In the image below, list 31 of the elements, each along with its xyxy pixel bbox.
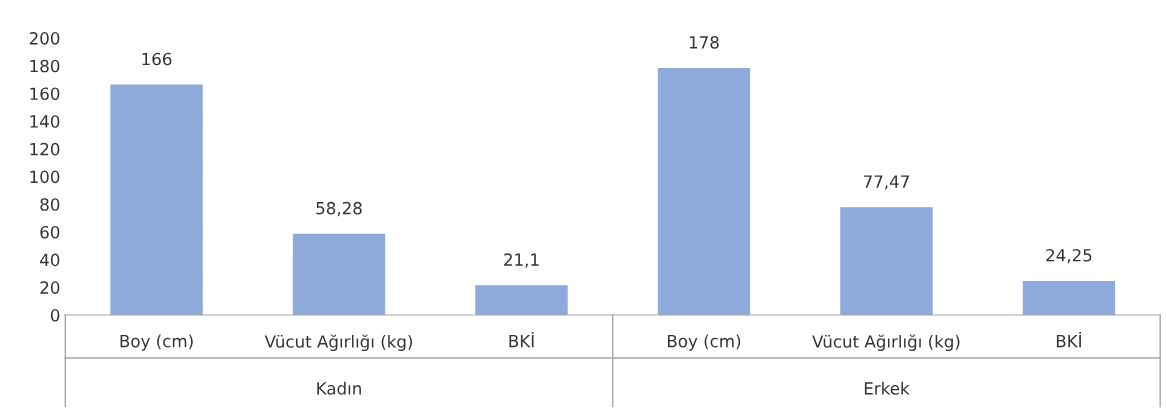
- bar: [657, 67, 751, 316]
- text: Erkek: [864, 381, 910, 395]
- x-tick-label: Vücut Ağırlığı (kg): [264, 334, 413, 352]
- x-tick-label: Boy (cm): [120, 334, 193, 351]
- y-tick-label: 200: [29, 32, 60, 45]
- y-tick-label: 40: [40, 253, 60, 267]
- bar: [475, 285, 568, 316]
- x-tick-label: Vücut Ağırlığı (kg): [812, 334, 960, 352]
- x-tick-label: BKİ: [1056, 331, 1081, 348]
- y-tick-label: 0: [50, 309, 60, 322]
- bar: [292, 233, 386, 316]
- y-tick-label: 20: [40, 281, 60, 294]
- y-tick-label: 140: [30, 115, 60, 128]
- x-tick-label: Boy (cm): [668, 334, 741, 351]
- data-label: 166: [142, 52, 172, 66]
- data-label: 58,28: [316, 201, 362, 217]
- text: Kadın: [317, 381, 361, 395]
- y-tick-label: 180: [30, 59, 60, 73]
- bar: [1022, 280, 1116, 316]
- data-label: 178: [689, 36, 719, 49]
- x-tick-label: BKİ: [509, 331, 534, 348]
- y-tick-label: 80: [40, 198, 60, 211]
- data-label: 21,1: [504, 253, 539, 268]
- data-label: 24,25: [1046, 248, 1092, 264]
- y-tick-label: 100: [30, 170, 60, 184]
- data-label: 77,47: [863, 175, 909, 190]
- bar: [840, 207, 933, 316]
- bar: [110, 84, 203, 316]
- y-tick-label: 160: [30, 87, 60, 101]
- y-tick-label: 60: [40, 225, 60, 239]
- y-tick-label: 120: [30, 142, 60, 156]
